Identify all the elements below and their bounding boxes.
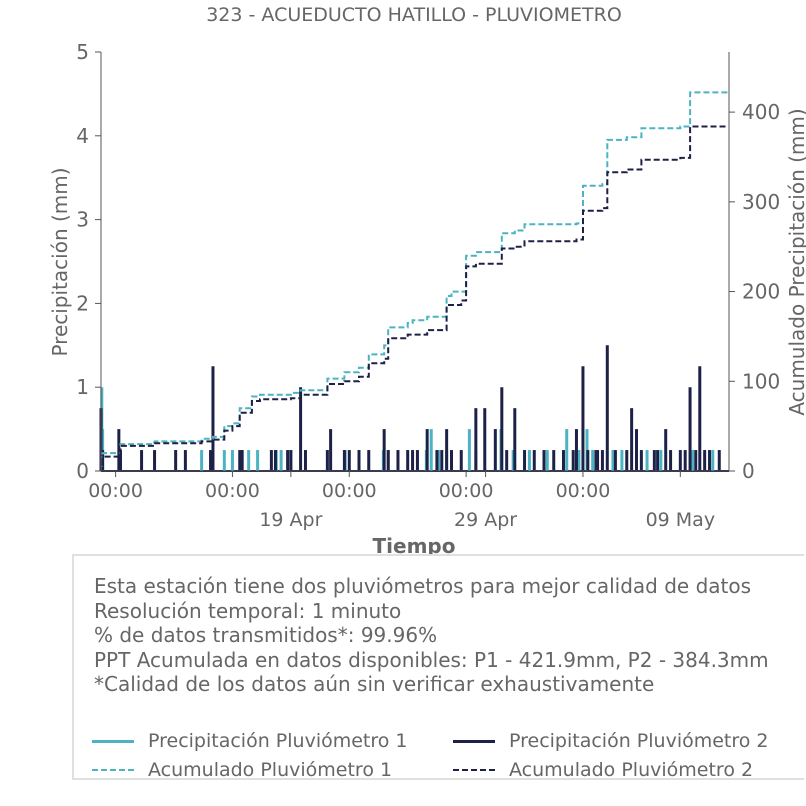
legend-swatch	[453, 769, 495, 771]
x-tick-label: 00:00	[88, 480, 143, 502]
legend-swatch	[92, 769, 134, 771]
y-right-tick-label: 100	[742, 369, 780, 393]
rainfall-chart: 323 - ACUEDUCTO HATILLO - PLUVIOMETRO 0 1…	[48, 4, 806, 558]
info-text: Esta estación tiene dos pluviómetros par…	[94, 574, 769, 697]
plot-area	[99, 91, 729, 472]
y-right-tick-label: 200	[742, 280, 780, 304]
x-tick-date-label: 19 Apr	[259, 509, 322, 531]
x-tick-date-label: 09 May	[646, 509, 716, 531]
legend-swatch	[453, 739, 495, 743]
legend-item-precip-p2: Precipitación Pluviómetro 2	[453, 730, 769, 752]
y-left-tick-label: 4	[76, 124, 89, 148]
legend-label: Acumulado Pluviómetro 2	[509, 759, 754, 781]
x-tick-date-label: 29 Apr	[454, 509, 517, 531]
y-right-tick-label: 0	[742, 459, 755, 483]
y-right-tick-label: 400	[742, 100, 780, 124]
y-left-tick-label: 5	[76, 40, 89, 64]
legend-swatch	[92, 739, 134, 743]
info-line: PPT Acumulada en datos disponibles: P1 -…	[94, 647, 769, 672]
y-left-tick-label: 0	[76, 459, 89, 483]
legend-item-cum-p1: Acumulado Pluviómetro 1	[92, 759, 392, 781]
y-left-tick-label: 3	[76, 208, 89, 232]
legend-item-precip-p1: Precipitación Pluviómetro 1	[92, 730, 408, 752]
legend-label: Acumulado Pluviómetro 1	[148, 759, 393, 781]
x-tick-label: 00:00	[556, 480, 611, 502]
chart-title: 323 - ACUEDUCTO HATILLO - PLUVIOMETRO	[206, 4, 622, 26]
cumulative-line-p1	[100, 91, 729, 472]
y-axis-right-label: Acumulado Precipitación (mm)	[785, 108, 806, 415]
info-box: Esta estación tiene dos pluviómetros par…	[72, 554, 804, 781]
legend-label: Precipitación Pluviómetro 1	[148, 730, 408, 752]
y-left-tick-label: 2	[76, 291, 89, 315]
y-right-tick-label: 300	[742, 190, 780, 214]
info-line: Esta estación tiene dos pluviómetros par…	[94, 574, 752, 598]
x-tick-label: 00:00	[322, 480, 377, 502]
legend-item-cum-p2: Acumulado Pluviómetro 2	[453, 759, 753, 781]
info-line: Resolución temporal: 1 minuto	[94, 598, 402, 623]
info-line: *Calidad de los datos aún sin verificar …	[94, 672, 655, 696]
cumulative-line-p2	[101, 125, 729, 472]
legend-label: Precipitación Pluviómetro 2	[509, 730, 769, 752]
x-tick-label: 00:00	[205, 480, 260, 502]
info-line: % de datos transmitidos*: 99.96%	[94, 623, 438, 647]
y-axis-left-label: Precipitación (mm)	[48, 167, 72, 356]
x-tick-label: 00:00	[439, 480, 494, 502]
y-left-tick-label: 1	[76, 375, 89, 399]
